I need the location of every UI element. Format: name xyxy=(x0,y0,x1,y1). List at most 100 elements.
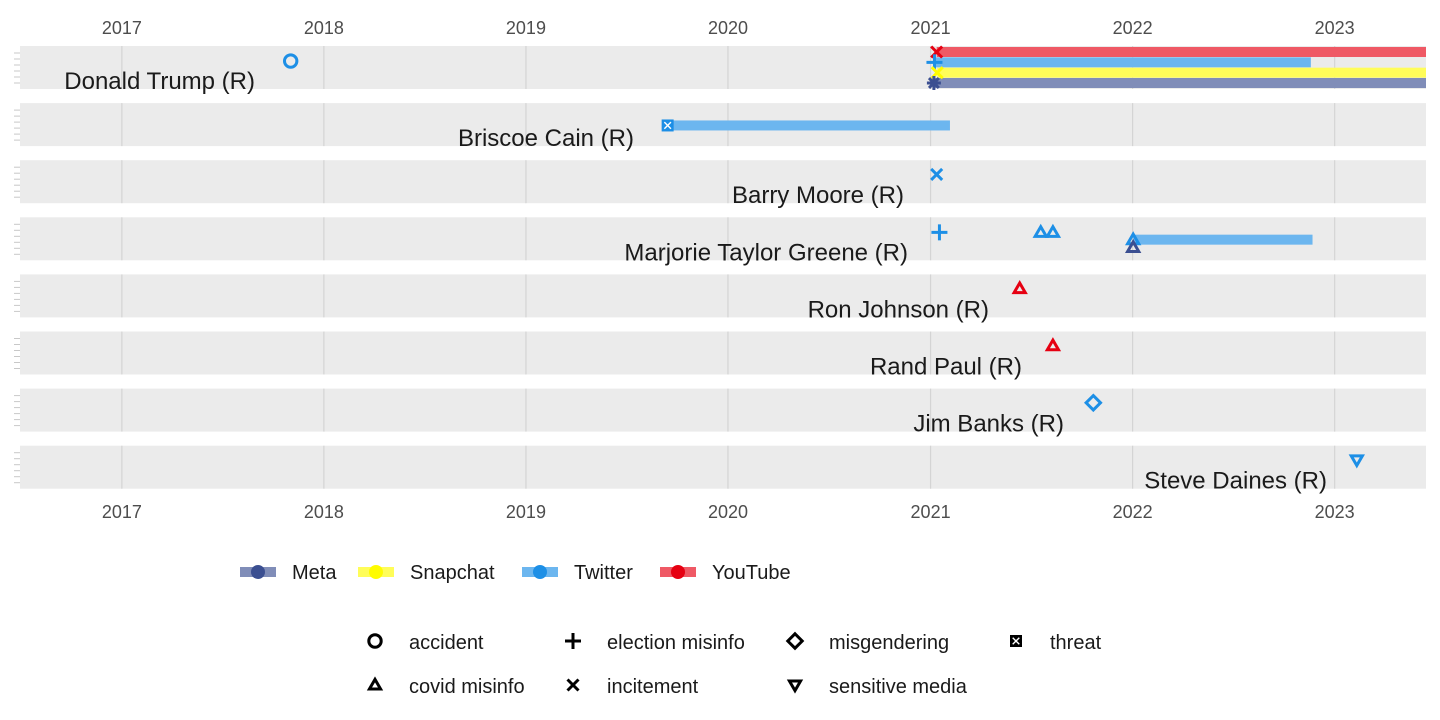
row-labels: Donald Trump (R) Briscoe Cain (R) Barry Mo… xyxy=(64,68,1327,495)
legend-reason-shape xyxy=(367,633,383,649)
marker-cross-b xyxy=(566,678,580,692)
legend-reason-item: covid misinfo xyxy=(366,676,525,698)
legend-swatch-dot xyxy=(251,565,265,579)
legend-swatch-dot xyxy=(369,565,383,579)
row-panel xyxy=(20,331,1426,375)
event-marker xyxy=(1348,454,1365,469)
marker-triangle-up xyxy=(1124,238,1142,253)
legend-platform-item: YouTube xyxy=(660,562,791,584)
event-marker xyxy=(661,119,674,132)
marker-circle xyxy=(367,633,383,649)
marker-star-b xyxy=(927,77,940,89)
event-marker xyxy=(926,76,941,90)
marker-triangle-up xyxy=(366,676,384,691)
platform-bar xyxy=(937,67,1426,78)
x-axes: 2017 2017 2018 2018 2019 2019 2020 2020 2021 2021… xyxy=(102,18,1355,522)
row-label: Ron Johnson (R) xyxy=(808,296,989,323)
row-label: Steve Daines (R) xyxy=(1144,468,1327,495)
legend-reason-item: accident xyxy=(367,632,484,654)
marker-circle xyxy=(282,53,299,69)
legend-reason-label: election misinfo xyxy=(607,632,745,654)
legend-reason-shape xyxy=(565,633,581,649)
x-tick-label-top: 2019 xyxy=(506,18,546,38)
platform-bar xyxy=(1133,234,1313,245)
event-marker xyxy=(1044,337,1062,352)
marker-triangle-up xyxy=(1044,337,1062,352)
legend-reason-shape xyxy=(785,631,805,651)
legend-reason-shape xyxy=(1010,635,1022,647)
legend-platform-label: Meta xyxy=(292,562,337,584)
event-marker xyxy=(1032,223,1049,238)
event-marker xyxy=(930,167,944,181)
marker-triangle-down xyxy=(786,679,804,694)
reason-legend: accident covid misinfo election misinfo inc… xyxy=(366,631,1102,698)
marker-cross-b xyxy=(930,167,944,181)
platform-bar xyxy=(934,57,1311,68)
legend-swatch-dot xyxy=(671,565,685,579)
legend-platform-label: YouTube xyxy=(712,562,791,584)
x-tick-label-bottom: 2020 xyxy=(708,502,748,522)
marker-triangle-up xyxy=(1011,280,1028,295)
legend-reason-item: misgendering xyxy=(785,631,949,654)
event-marker xyxy=(1124,238,1142,253)
marker-triangle-down xyxy=(1348,454,1365,469)
event-marker xyxy=(926,54,943,71)
legend-reason-shape xyxy=(786,679,804,694)
legend-reason-shape xyxy=(566,678,580,692)
gridlines xyxy=(121,46,1336,489)
row-panels xyxy=(14,46,1426,489)
x-tick-label-top: 2020 xyxy=(708,18,748,38)
marker-diamond xyxy=(785,631,805,651)
x-tick-label-bottom: 2019 xyxy=(506,502,546,522)
x-tick-label-bottom: 2017 xyxy=(102,502,142,522)
legend-reason-label: incitement xyxy=(607,676,699,698)
legend-reason-label: misgendering xyxy=(829,632,949,654)
platform-bar xyxy=(933,78,1426,88)
event-marker xyxy=(1083,393,1103,413)
marker-triangle-up xyxy=(1032,223,1049,238)
row-panel xyxy=(20,160,1426,204)
platform-legend: Meta Snapchat Twitter YouTube xyxy=(240,562,791,584)
platform-bar xyxy=(936,47,1426,57)
legend-reason-label: threat xyxy=(1050,632,1102,654)
x-tick-label-top: 2021 xyxy=(911,18,951,38)
row-label: Marjorie Taylor Greene (R) xyxy=(624,239,908,266)
row-label: Donald Trump (R) xyxy=(64,68,255,95)
x-tick-label-top: 2023 xyxy=(1315,18,1355,38)
legend-reason-label: sensitive media xyxy=(829,676,968,698)
legend-reason-item: incitement xyxy=(566,676,699,698)
marker-diamond xyxy=(1083,393,1103,413)
row-label: Rand Paul (R) xyxy=(870,354,1022,381)
marker-square-x2 xyxy=(1012,637,1020,645)
x-tick-label-top: 2017 xyxy=(102,18,142,38)
x-tick-label-bottom: 2022 xyxy=(1113,502,1153,522)
row-label: Briscoe Cain (R) xyxy=(458,125,634,152)
row-panel xyxy=(20,445,1426,489)
event-markers xyxy=(282,45,1365,469)
marker-triangle-up xyxy=(1044,223,1062,238)
legend-platform-item: Meta xyxy=(240,562,337,584)
legend-swatch-dot xyxy=(533,565,547,579)
row-panel xyxy=(20,388,1426,432)
legend-reason-item: threat xyxy=(1010,632,1102,654)
event-marker xyxy=(1044,223,1062,238)
legend-reason-label: accident xyxy=(409,632,484,654)
legend-reason-item: election misinfo xyxy=(565,632,745,654)
legend-platform-item: Snapchat xyxy=(358,562,495,584)
row-panel xyxy=(20,274,1426,318)
x-tick-label-bottom: 2021 xyxy=(911,502,951,522)
platform-bar xyxy=(667,120,950,131)
x-tick-label-top: 2022 xyxy=(1113,18,1153,38)
legend-reason-shape xyxy=(366,676,384,691)
marker-square-x2 xyxy=(663,121,672,130)
legend-platform-label: Twitter xyxy=(574,562,633,584)
legend-platform-label: Snapchat xyxy=(410,562,495,584)
event-marker xyxy=(931,224,948,241)
x-tick-label-bottom: 2023 xyxy=(1315,502,1355,522)
row-label: Jim Banks (R) xyxy=(913,411,1064,438)
legend-platform-item: Twitter xyxy=(522,562,633,584)
x-tick-label-top: 2018 xyxy=(304,18,344,38)
event-marker xyxy=(282,53,299,69)
event-marker xyxy=(1011,280,1028,295)
